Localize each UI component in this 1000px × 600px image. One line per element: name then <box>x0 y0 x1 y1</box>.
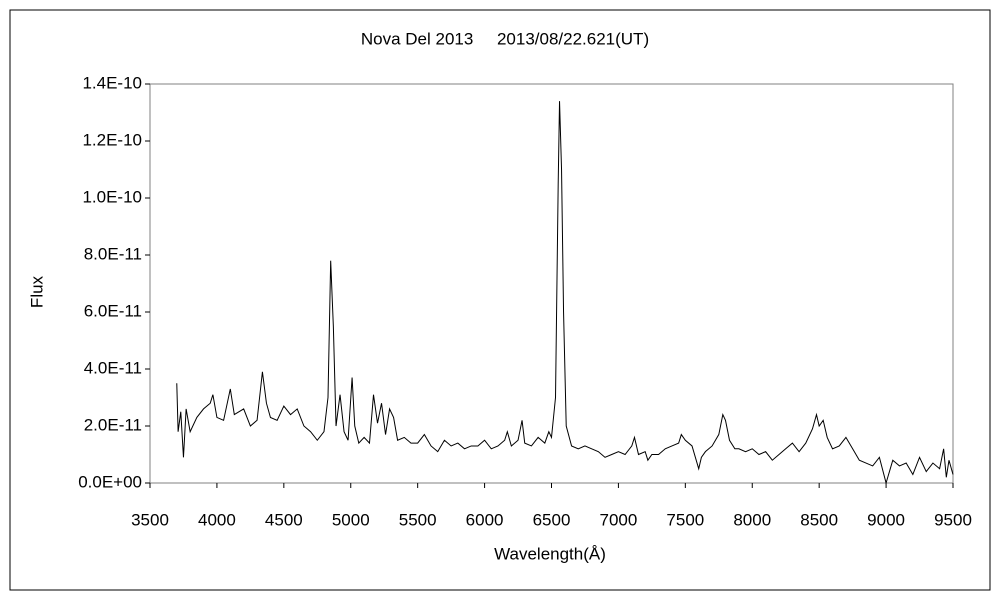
x-tick-label: 9000 <box>867 510 905 529</box>
x-tick-label: 8500 <box>800 510 838 529</box>
y-tick-label: 4.0E-11 <box>84 358 142 377</box>
y-tick-label: 1.0E-10 <box>82 187 142 206</box>
chart-title: Nova Del 2013 2013/08/22.621(UT) <box>361 29 649 48</box>
x-tick-label: 4000 <box>198 510 236 529</box>
y-axis-label: Flux <box>27 275 46 308</box>
x-tick-label: 5500 <box>399 510 437 529</box>
y-tick-label: 6.0E-11 <box>84 301 142 320</box>
x-tick-label: 7500 <box>666 510 704 529</box>
chart-frame <box>9 9 991 591</box>
y-tick-label: 1.4E-10 <box>82 73 142 92</box>
y-tick-label: 2.0E-11 <box>84 415 142 434</box>
spectrum-line <box>176 101 954 485</box>
y-tick-label: 8.0E-11 <box>84 244 142 263</box>
x-tick-label: 3500 <box>131 510 169 529</box>
x-tick-label: 6500 <box>533 510 571 529</box>
x-axis-label: Wavelength(Å) <box>494 544 606 563</box>
x-tick-label: 5000 <box>332 510 370 529</box>
y-tick-label: 0.0E+00 <box>78 472 142 491</box>
x-tick-label: 9500 <box>934 510 972 529</box>
x-tick-label: 7000 <box>600 510 638 529</box>
x-tick-label: 6000 <box>466 510 504 529</box>
x-tick-label: 4500 <box>265 510 303 529</box>
y-tick-label: 1.2E-10 <box>82 130 142 149</box>
x-tick-label: 8000 <box>733 510 771 529</box>
